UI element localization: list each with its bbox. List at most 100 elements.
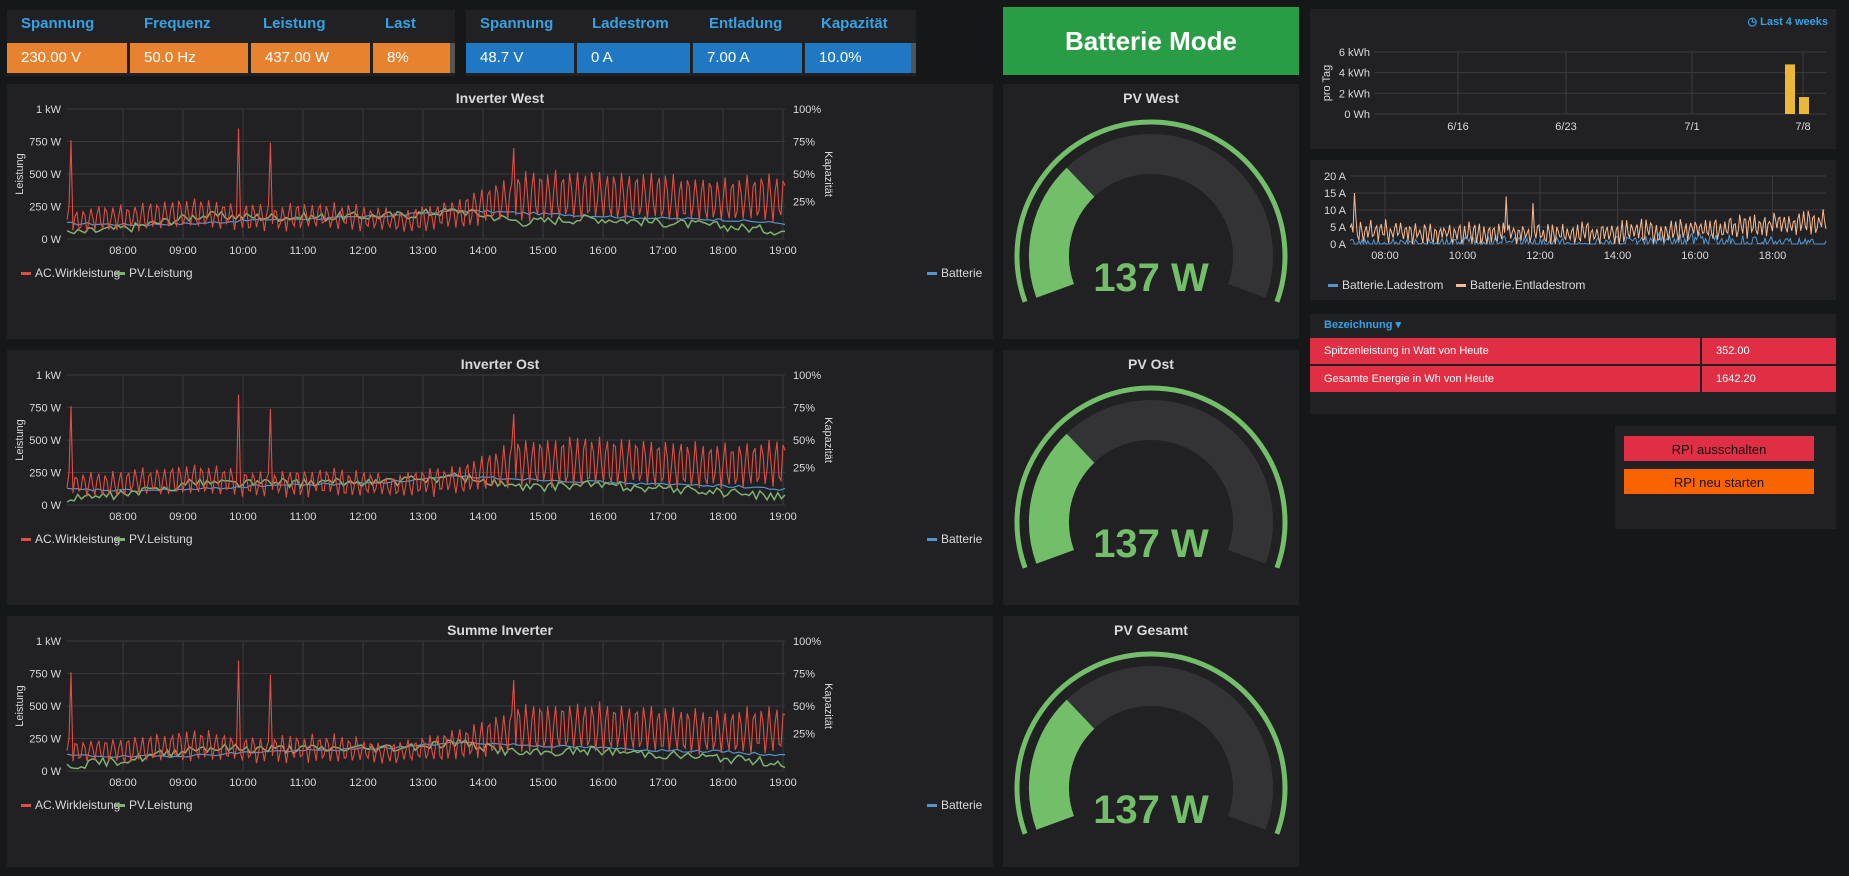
inverter-west-panel: Inverter West 0 W 250 W 25% 500 W 50% 750 W 75… (7, 84, 993, 339)
y-tick-label: 1 kW (36, 370, 62, 382)
ac-voltage-header: Spannung (21, 15, 95, 32)
inverter-sum-chart[interactable]: 0 W 250 W 25% 500 W 50% 750 W 75% 1 kW 100% 08:00… (7, 616, 993, 871)
y-tick-label: 0 W (41, 234, 61, 246)
table-cell-label: Spitzenleistung in Watt von Heute (1310, 338, 1700, 364)
rpi-shutdown-button[interactable]: RPI ausschalten (1624, 436, 1814, 461)
x-tick-label: 16:00 (1681, 250, 1709, 262)
x-tick-label: 12:00 (349, 511, 377, 523)
battery-stats-values: 48.7 V 0 A 7.00 A 10.0% (466, 43, 915, 73)
table-cell-value: 352.00 (1702, 338, 1836, 364)
x-tick-label: 13:00 (409, 777, 437, 789)
y-tick-label: 500 W (29, 435, 61, 447)
y2-tick-label: 50% (793, 435, 815, 447)
pv-west-gauge-panel: PV West 137 W (1003, 84, 1299, 339)
pv-ost-gauge-panel: PV Ost 137 W (1003, 350, 1299, 605)
legend-item[interactable]: Batterie.Ladestrom (1328, 278, 1443, 292)
panel-title: Inverter West (455, 90, 545, 106)
battery-voltage-header: Spannung (480, 15, 554, 32)
scrollbar[interactable] (911, 43, 916, 73)
legend-label: Batterie.Entladestrom (1470, 278, 1586, 292)
x-tick-label: 09:00 (169, 245, 197, 257)
series-line-ac-wirkleistung (66, 660, 786, 764)
legend-label: Batterie.Ladestrom (1342, 278, 1444, 292)
x-tick-label: 19:00 (769, 777, 797, 789)
series-line-batterie (66, 209, 786, 227)
ac-stats-values: 230.00 V 50.0 Hz 437.00 W 8% (7, 43, 455, 73)
x-tick-label: 19:00 (769, 245, 797, 257)
rpi-restart-button[interactable]: RPI neu starten (1624, 469, 1814, 494)
y2-tick-label: 25% (793, 197, 815, 209)
energy-bar-chart[interactable]: 0 Wh 2 kWh 4 kWh 6 kWh 6/16 6/23 7/1 7/8 pro Tag (1310, 9, 1836, 149)
gauge-value: 137 W (1093, 256, 1209, 300)
y-tick-label: 750 W (29, 669, 61, 681)
x-tick-label: 09:00 (169, 511, 197, 523)
x-tick-label: 6/23 (1555, 121, 1576, 133)
legend-swatch (21, 272, 31, 275)
battery-current-panel: 0 A 5 A 10 A 15 A 20 A 08:00 10:00 12:00 14:00 16… (1310, 160, 1836, 300)
x-tick-label: 10:00 (1449, 250, 1477, 262)
legend-swatch (115, 538, 125, 541)
battery-voltage-value: 48.7 V (466, 43, 574, 73)
inverter-west-chart[interactable]: 0 W 250 W 25% 500 W 50% 750 W 75% 1 kW 100% 08:00… (7, 84, 993, 339)
y2-axis-label: Kapazität (822, 683, 834, 729)
y2-tick-label: 50% (793, 169, 815, 181)
x-tick-label: 16:00 (589, 777, 617, 789)
x-tick-label: 7/8 (1795, 121, 1810, 133)
x-tick-label: 11:00 (290, 777, 317, 789)
y-axis-label: Leistung (14, 685, 26, 727)
y2-tick-label: 75% (793, 403, 815, 415)
legend-swatch (115, 804, 125, 807)
x-tick-label: 14:00 (469, 245, 497, 257)
gauge-threshold-arc (1014, 119, 1288, 303)
y2-tick-label: 25% (793, 729, 815, 741)
y-tick-label: 15 A (1324, 188, 1347, 200)
ac-frequency-value: 50.0 Hz (130, 43, 248, 73)
battery-stats-table: Spannung Ladestrom Entladung Kapazität 4… (466, 10, 916, 76)
table-cell-value: 1642.20 (1702, 366, 1836, 392)
x-tick-label: 17:00 (649, 777, 677, 789)
legend-item[interactable]: Batterie.Entladestrom (1456, 278, 1585, 292)
x-tick-label: 17:00 (649, 511, 677, 523)
gauge-value: 137 W (1093, 522, 1209, 566)
x-tick-label: 18:00 (709, 511, 737, 523)
inverter-ost-panel: Inverter Ost 0 W 250 W 25% 500 W 50% 750 W 75%… (7, 350, 993, 605)
battery-mode-banner: Batterie Mode (1003, 7, 1299, 75)
x-tick-label: 13:00 (409, 511, 437, 523)
rpi-control-panel: RPI ausschalten RPI neu starten (1615, 426, 1836, 529)
x-tick-label: 08:00 (109, 777, 137, 789)
y2-tick-label: 100% (793, 370, 821, 382)
battery-stats-header: Spannung Ladestrom Entladung Kapazität (466, 10, 907, 38)
y-axis-label: pro Tag (1321, 65, 1333, 102)
inverter-ost-chart[interactable]: 0 W 250 W 25% 500 W 50% 750 W 75% 1 kW 100% 08:00… (7, 350, 993, 605)
energy-per-day-panel: ◷ Last 4 weeks 0 Wh 2 kWh 4 kWh 6 kWh 6/16 6/… (1310, 9, 1836, 149)
panel-title: PV Ost (1128, 356, 1174, 372)
time-range-label: Last 4 weeks (1760, 16, 1828, 28)
gauge-threshold-arc (1014, 651, 1288, 835)
pv-west-gauge (1014, 119, 1288, 303)
y-tick-label: 1 kW (36, 636, 62, 648)
y-tick-label: 4 kWh (1339, 68, 1370, 80)
x-tick-label: 10:00 (229, 777, 257, 789)
table-header-label: Bezeichnung (1324, 319, 1393, 331)
gauge-fill (1029, 167, 1095, 298)
x-tick-label: 11:00 (290, 511, 317, 523)
legend-swatch (21, 538, 31, 541)
y2-axis-label: Kapazität (822, 417, 834, 463)
x-tick-label: 09:00 (169, 777, 197, 789)
x-tick-label: 16:00 (589, 511, 617, 523)
x-tick-label: 19:00 (769, 511, 797, 523)
x-tick-label: 14:00 (1604, 250, 1632, 262)
x-tick-label: 08:00 (1371, 250, 1399, 262)
y-tick-label: 5 A (1330, 222, 1347, 234)
x-tick-label: 13:00 (409, 245, 437, 257)
x-tick-label: 11:00 (290, 245, 317, 257)
y-tick-label: 250 W (29, 468, 61, 480)
legend-label: AC.Wirkleistung (35, 532, 120, 546)
battery-current-chart[interactable]: 0 A 5 A 10 A 15 A 20 A 08:00 10:00 12:00 14:00 16… (1310, 160, 1836, 300)
y-tick-label: 0 A (1330, 239, 1347, 251)
x-tick-label: 08:00 (109, 245, 137, 257)
y-tick-label: 750 W (29, 137, 61, 149)
time-range-badge[interactable]: ◷ Last 4 weeks (1747, 15, 1828, 28)
scrollbar[interactable] (450, 43, 455, 73)
table-header-bezeichnung[interactable]: Bezeichnung ▾ (1324, 318, 1401, 331)
